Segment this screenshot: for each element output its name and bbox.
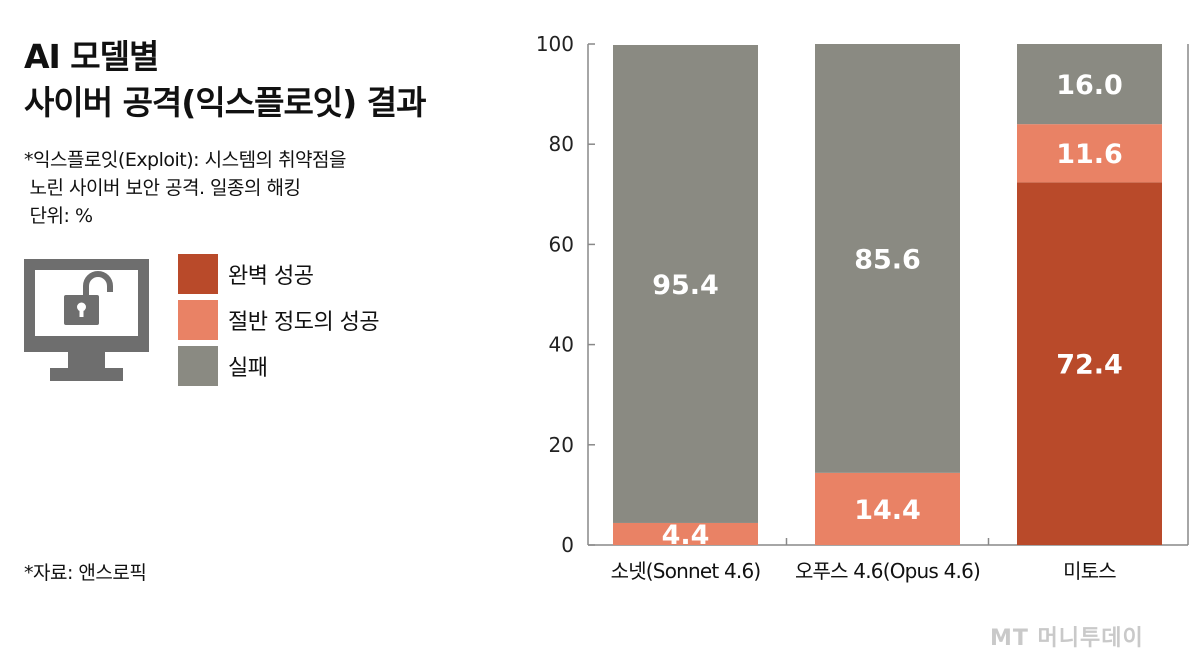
legend-item-half-success: 절반 정도의 성공	[178, 300, 380, 340]
unit-note: 단위: %	[24, 205, 93, 227]
bar-segment	[613, 45, 758, 523]
category-label: 소넷(Sonnet 4.6)	[611, 559, 761, 583]
legend-swatch-failure	[178, 346, 218, 386]
bar-segment	[1017, 124, 1162, 183]
bar-segment	[1017, 182, 1162, 545]
y-tick-label: 20	[549, 433, 574, 457]
category-label: 미토스	[1063, 559, 1116, 583]
legend-label: 절반 정도의 성공	[228, 310, 380, 335]
data-label: 85.6	[854, 244, 921, 275]
data-label: 72.4	[1056, 350, 1123, 381]
y-tick-label: 40	[549, 333, 574, 357]
note-line-2: 노린 사이버 보안 공격. 일종의 해킹	[24, 177, 301, 199]
stacked-bar-chart: 0 20 40 60 80 100 4.4 95.4 소넷(Sonnet 4.6) 14.4 85.…	[536, 32, 1189, 583]
definition-note: *익스플로잇(Exploit): 시스템의 취약점을 노린 사이버 보안 공격.…	[24, 146, 347, 230]
bar-segment	[815, 44, 960, 473]
note-line-1: *익스플로잇(Exploit): 시스템의 취약점을	[24, 149, 347, 171]
unlocked-monitor-icon	[24, 259, 149, 381]
y-tick-label: 60	[549, 232, 574, 256]
data-label: 16.0	[1056, 70, 1123, 101]
title-line-2: 사이버 공격(익스플로잇) 결과	[24, 83, 426, 122]
legend-item-failure: 실패	[178, 346, 379, 386]
bar-segment	[815, 472, 960, 545]
category-label: 오푸스 4.6(Opus 4.6)	[795, 559, 980, 583]
y-tick-label: 80	[549, 132, 574, 156]
title-line-1: AI 모델별	[24, 37, 159, 76]
data-label: 11.6	[1056, 139, 1123, 170]
data-label: 4.4	[662, 520, 710, 551]
chart-title: AI 모델별 사이버 공격(익스플로잇) 결과	[24, 34, 426, 126]
legend-label: 완벽 성공	[228, 264, 314, 289]
legend: 완벽 성공 절반 정도의 성공 실패	[178, 254, 380, 392]
bar-segment	[1017, 44, 1162, 125]
data-label: 14.4	[854, 495, 921, 526]
watermark-logo: MT 머니투데이	[990, 626, 1144, 651]
legend-item-full-success: 완벽 성공	[178, 254, 379, 294]
legend-label: 실패	[228, 356, 268, 381]
y-tick-label: 100	[536, 32, 574, 56]
source-note: *자료: 앤스로픽	[24, 562, 147, 584]
legend-swatch-half-success	[178, 300, 218, 340]
data-label: 95.4	[652, 270, 719, 301]
legend-swatch-full-success	[178, 254, 218, 294]
y-tick-label: 0	[561, 533, 574, 557]
bar-segment	[613, 522, 758, 545]
